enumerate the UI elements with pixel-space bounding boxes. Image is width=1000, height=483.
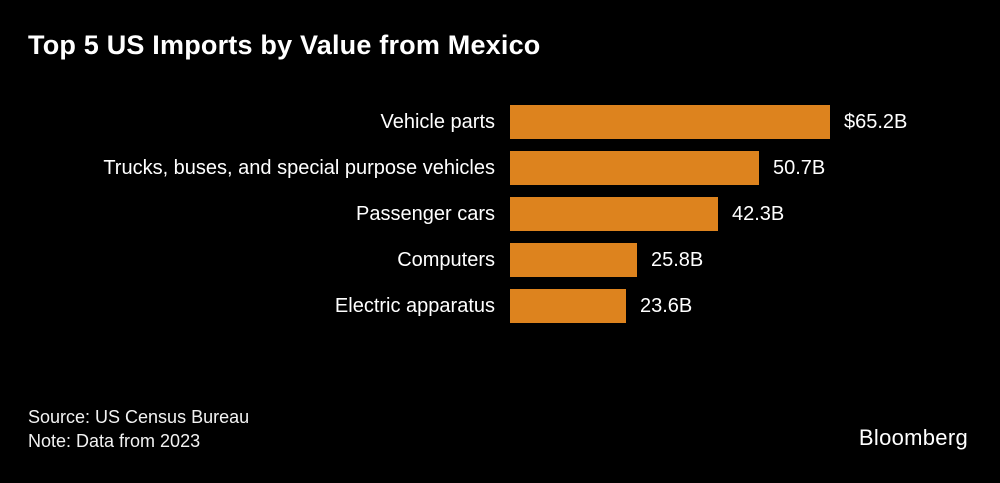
data-note: Note: Data from 2023	[28, 431, 201, 451]
bar	[510, 197, 718, 231]
bloomberg-logo: Bloomberg	[858, 425, 968, 450]
value-label: 50.7B	[773, 156, 826, 179]
footer-notes: Source: US Census Bureau Note: Data from…	[28, 405, 249, 453]
bar	[510, 243, 637, 277]
category-label: Computers	[397, 248, 495, 271]
chart-row: Electric apparatus 23.6B	[0, 289, 1000, 323]
category-label: Vehicle parts	[380, 110, 495, 133]
chart-row: Computers 25.8B	[0, 243, 1000, 277]
chart-row: Trucks, buses, and special purpose vehic…	[0, 151, 1000, 185]
value-label: 25.8B	[651, 248, 704, 271]
value-label: 42.3B	[732, 202, 785, 225]
value-label: 23.6B	[640, 294, 693, 317]
category-label: Electric apparatus	[334, 294, 495, 317]
bar	[510, 105, 830, 139]
bar-chart: Vehicle parts $65.2B Trucks, buses, and sp…	[0, 105, 1000, 335]
source-note: Source: US Census Bureau	[28, 407, 250, 427]
chart-row: Vehicle parts $65.2B	[0, 105, 1000, 139]
category-label: Trucks, buses, and special purpose vehic…	[103, 156, 495, 179]
chart-title: Top 5 US Imports by Value from Mexico	[28, 30, 541, 60]
bar	[510, 151, 759, 185]
bar	[510, 289, 626, 323]
chart-row: Passenger cars 42.3B	[0, 197, 1000, 231]
value-label: $65.2B	[844, 110, 908, 133]
category-label: Passenger cars	[356, 202, 495, 225]
